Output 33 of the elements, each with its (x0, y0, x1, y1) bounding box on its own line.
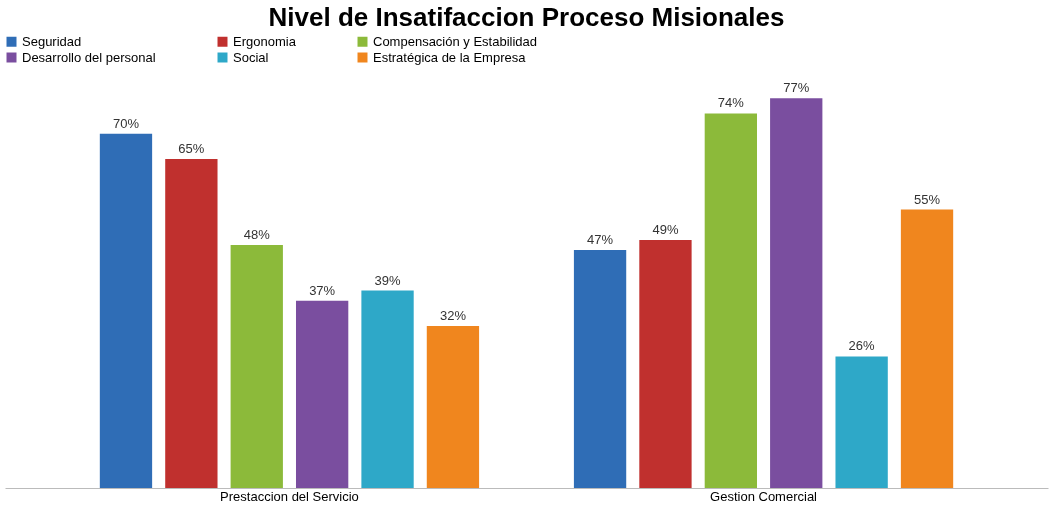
bar (99, 133, 153, 488)
data-label: 77% (783, 80, 810, 96)
x-tick-label: Gestion Comercial (710, 488, 818, 504)
data-label: 32% (439, 308, 467, 323)
bar (165, 158, 218, 488)
x-tick-label: Prestaccion del Servicio (220, 488, 359, 504)
data-label: 70% (112, 115, 140, 131)
legend-label: Compensación y Estabilidad (373, 33, 538, 49)
bar (770, 98, 823, 488)
data-label: 47% (587, 232, 614, 248)
bar (704, 113, 758, 488)
bar (230, 245, 283, 488)
data-label: 65% (178, 140, 205, 156)
legend-label: Social (233, 49, 269, 65)
data-label: 37% (309, 282, 336, 298)
data-label: 39% (374, 272, 401, 288)
bar (835, 356, 888, 488)
bar (295, 300, 349, 488)
bar (573, 250, 627, 488)
bar (639, 239, 692, 488)
legend-label: Seguridad (22, 33, 82, 49)
data-label: 74% (717, 95, 745, 111)
bar (900, 209, 954, 488)
legend-label: Ergonomia (233, 33, 297, 49)
legend-label: Estratégica de la Empresa (373, 49, 527, 65)
chart-title: Nivel de Insatifaccion Proceso Misionales (268, 2, 785, 32)
bar (361, 290, 414, 488)
data-label: 26% (848, 338, 876, 354)
data-label: 48% (243, 227, 271, 242)
bar (426, 326, 480, 488)
legend-label: Desarrollo del personal (22, 49, 156, 65)
data-label: 55% (914, 191, 941, 207)
data-label: 49% (652, 221, 679, 237)
